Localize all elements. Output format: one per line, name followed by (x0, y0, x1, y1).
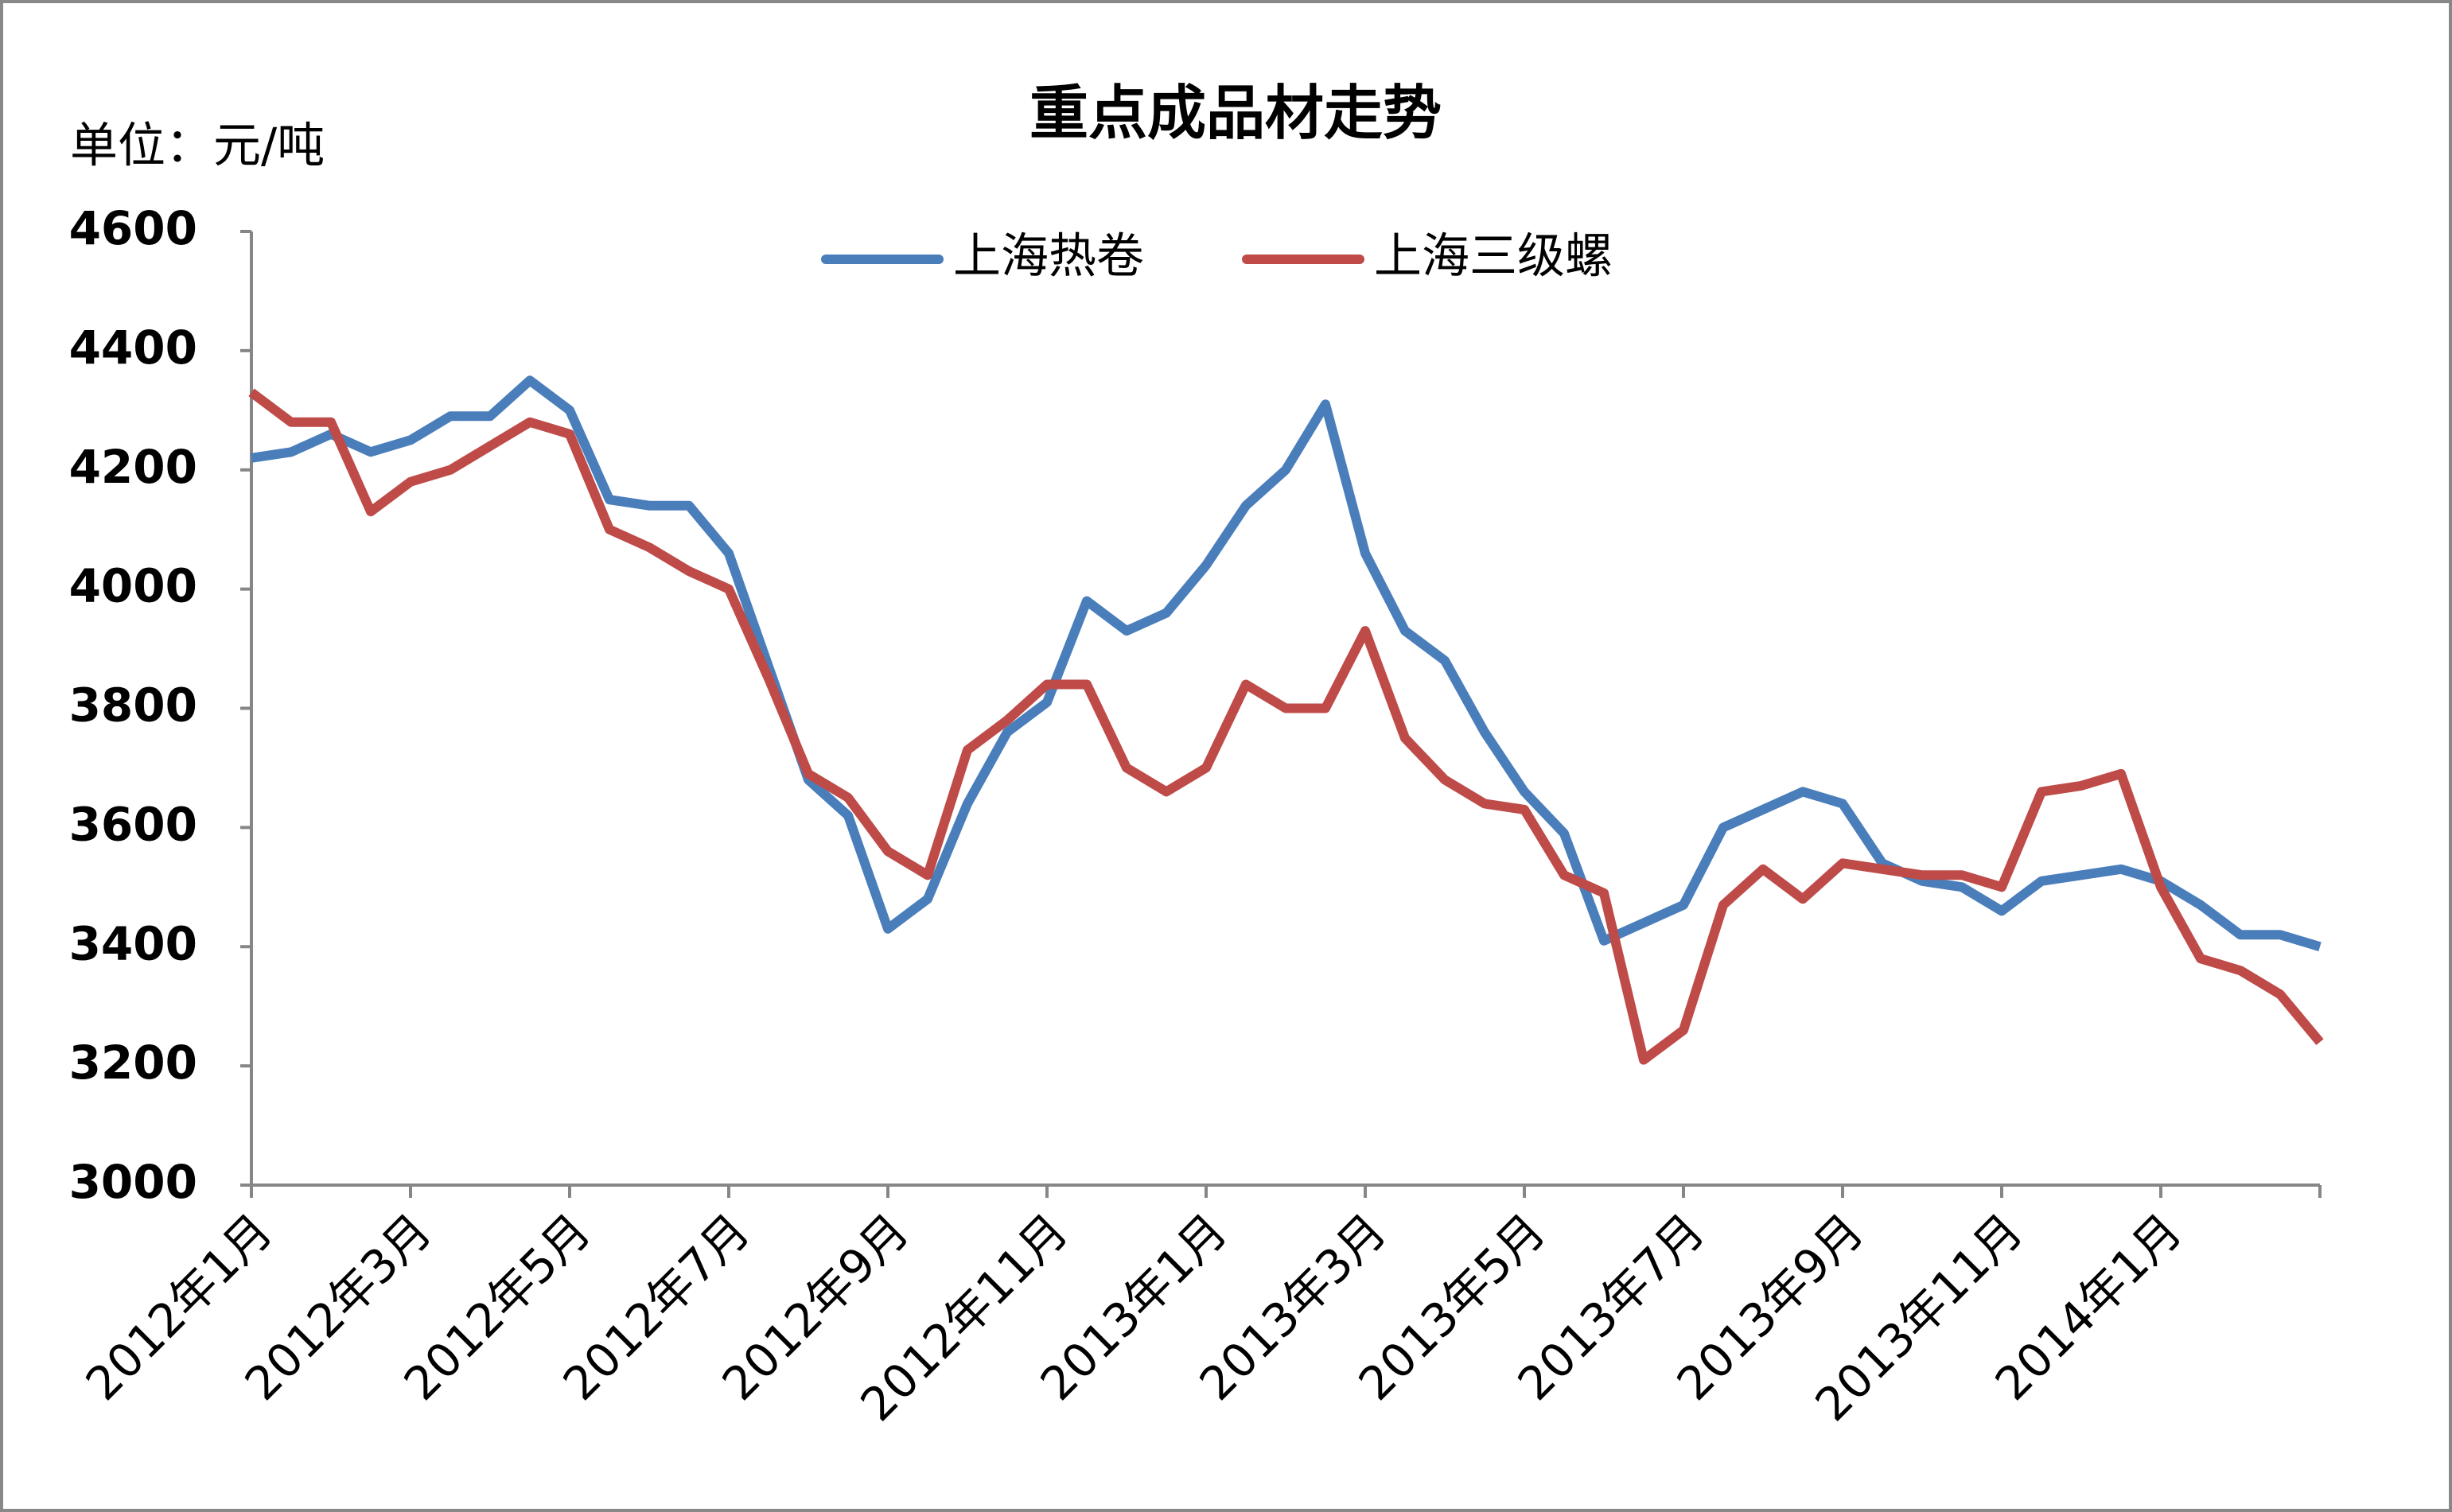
y-tick-label: 3400 (69, 916, 197, 970)
y-tick-label: 3800 (69, 678, 197, 733)
series-line (251, 375, 2322, 952)
y-tick-label: 3600 (69, 797, 197, 851)
y-tick-label: 4200 (69, 440, 197, 494)
y-axis-label: 单位：元/吨 (70, 119, 325, 174)
y-tick-label: 4400 (69, 321, 197, 375)
legend-label: 上海三级螺 (1374, 229, 1613, 285)
series-line (248, 388, 2324, 1065)
y-tick-label: 4000 (69, 559, 197, 613)
y-tick-label: 3200 (69, 1036, 197, 1090)
y-tick-label: 4600 (69, 201, 197, 255)
y-tick-label: 3000 (69, 1155, 197, 1209)
legend-label: 上海热卷 (953, 229, 1144, 285)
chart-title: 重点成品材走势 (1029, 80, 1442, 148)
